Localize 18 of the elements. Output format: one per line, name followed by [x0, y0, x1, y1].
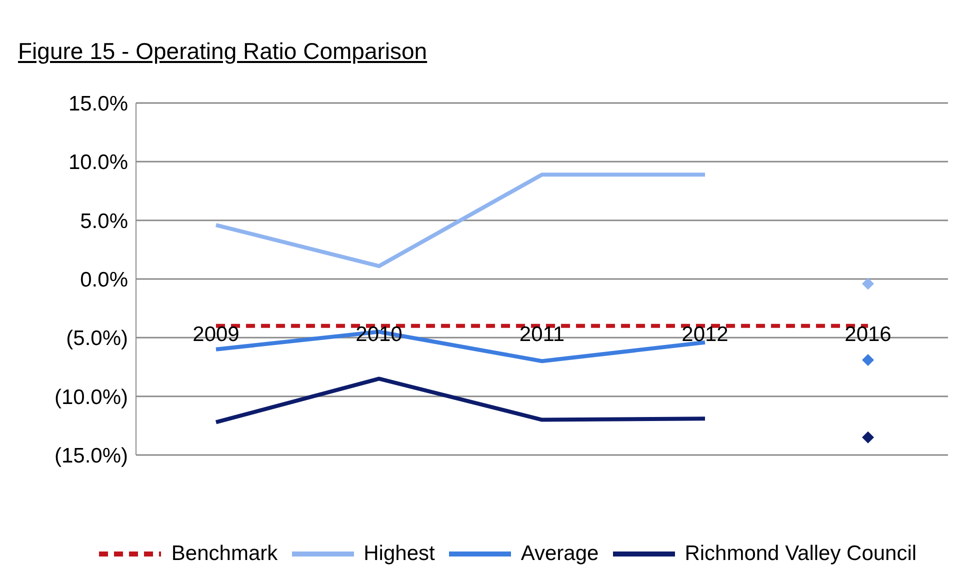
- y-tick-label: 0.0%: [80, 268, 128, 292]
- y-tick-label: 15.0%: [68, 92, 128, 116]
- x-tick-label: 2010: [356, 323, 402, 346]
- line-series: [214, 376, 707, 424]
- x-tick-label: 2012: [682, 323, 728, 346]
- y-tick-label: 10.0%: [68, 151, 128, 174]
- x-tick-label: 2011: [519, 323, 565, 346]
- legend-label: Highest: [364, 542, 435, 566]
- y-tick-label: (5.0%): [66, 327, 128, 350]
- y-tick-label: 5.0%: [80, 210, 128, 233]
- x-tick-label: 2009: [192, 323, 240, 346]
- y-tick-label: (15.0%): [54, 444, 128, 468]
- x-tick-label: 2016: [844, 323, 892, 346]
- legend-label: Richmond Valley Council: [684, 542, 917, 566]
- chart-title: Figure 15 - Operating Ratio Comparison: [18, 38, 428, 65]
- legend-label: Benchmark: [171, 542, 278, 566]
- y-tick-label: (10.0%): [54, 386, 128, 409]
- legend-label: Average: [520, 542, 599, 566]
